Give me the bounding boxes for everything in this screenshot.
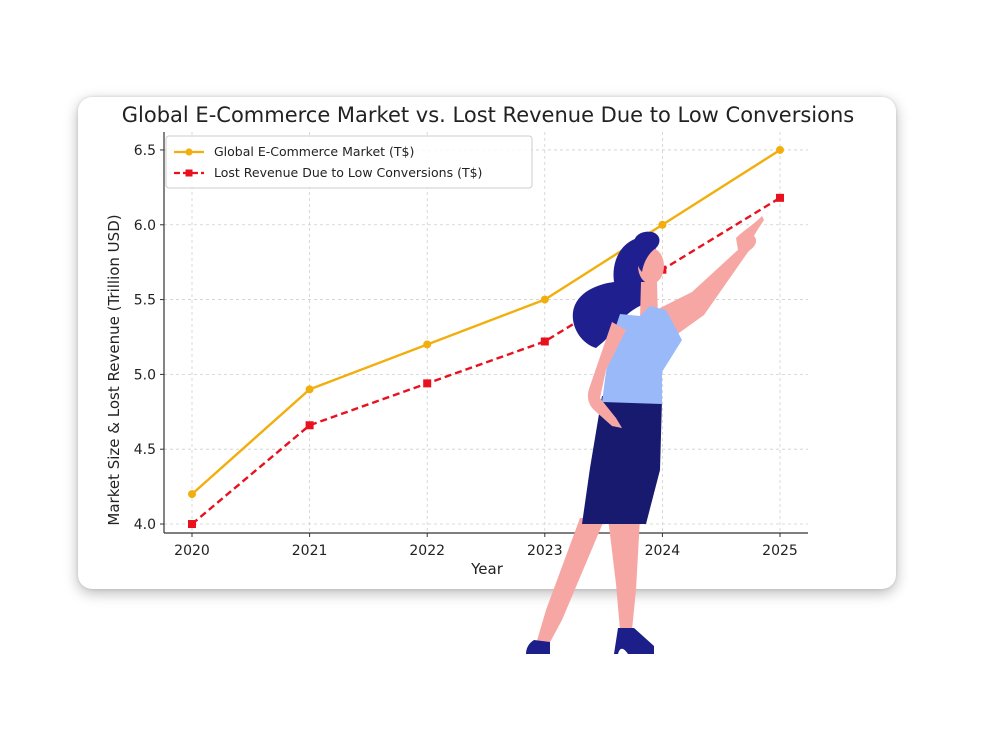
hip-arm [587, 322, 626, 428]
pointing-hand [736, 216, 764, 250]
data-point-0 [658, 220, 667, 229]
series-line-0 [191, 148, 781, 495]
data-point-0 [423, 340, 432, 349]
front-leg [608, 518, 640, 630]
y-tick-label: 6.0 [134, 218, 156, 234]
legend-box [165, 135, 533, 189]
data-point-0 [305, 385, 314, 394]
axes [163, 132, 808, 534]
x-tick-label: 2024 [645, 543, 681, 559]
legend: Global E-Commerce Market (T$) Lost Reven… [165, 135, 533, 189]
back-shoe [526, 640, 550, 654]
front-shoe [614, 628, 654, 654]
legend-label-ecommerce: Global E-Commerce Market (T$) [214, 144, 414, 159]
skirt [582, 396, 662, 524]
y-tick-label: 5.5 [134, 293, 156, 309]
data-point-0 [188, 490, 196, 499]
y-tick-label: 4.5 [134, 442, 156, 458]
data-point-0 [540, 295, 549, 304]
back-leg [536, 518, 605, 646]
data-point-1 [188, 520, 196, 529]
data-point-1 [305, 421, 314, 430]
legend-marker-ecommerce [185, 148, 193, 156]
x-axis-label: Year [470, 560, 504, 578]
data-point-1 [423, 379, 432, 388]
y-tick-label: 6.5 [134, 143, 156, 159]
x-tick-label: 2022 [409, 543, 445, 559]
data-point-1 [776, 193, 784, 202]
y-tick-label: 5.0 [134, 367, 156, 383]
series-line-1 [191, 196, 781, 525]
hair-back [572, 237, 656, 348]
raised-arm [660, 240, 754, 338]
x-tick-label: 2023 [527, 543, 563, 559]
y-tick-label: 4.0 [134, 517, 156, 533]
y-axis-label: Market Size & Lost Revenue (Trillion USD… [105, 214, 123, 525]
chart-title: Global E-Commerce Market vs. Lost Revenu… [122, 103, 854, 127]
data-point-0 [776, 145, 784, 154]
x-tick-label: 2021 [292, 543, 328, 559]
legend-label-lost-revenue: Lost Revenue Due to Low Conversions (T$) [214, 165, 482, 180]
legend-marker-lost-revenue [185, 169, 193, 177]
x-tick-label: 2025 [762, 543, 798, 559]
hair-front [633, 231, 660, 272]
x-tick-label: 2020 [174, 543, 210, 559]
series-lines [188, 145, 784, 529]
tick-labels: 2020 2021 2022 2023 2024 2025 4.0 4.5 5.0 5.5 6.0 6… [134, 143, 798, 559]
data-point-1 [540, 337, 549, 346]
